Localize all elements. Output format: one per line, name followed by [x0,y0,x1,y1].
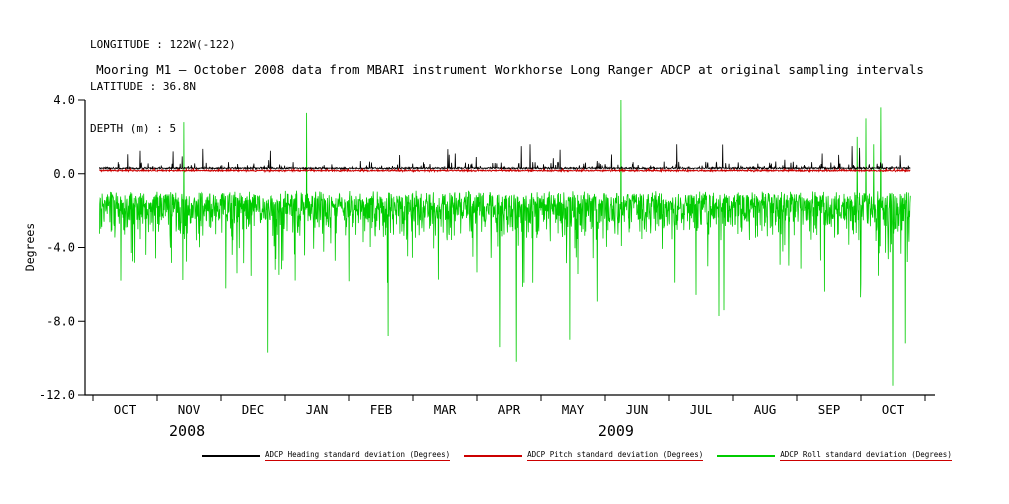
x-month-label: MAR [434,402,457,417]
y-tick-label: -12.0 [39,388,75,402]
legend-item-roll: ADCP Roll standard deviation (Degrees) [717,450,952,461]
axes [84,100,935,396]
x-month-label: OCT [882,402,905,417]
x-year-label: 2008 [169,422,205,440]
roll-line-swatch [717,454,776,457]
y-tick-label: 4.0 [53,93,75,107]
y-tick-label: -8.0 [46,314,75,328]
x-year-label: 2009 [598,422,634,440]
longitude-label: LONGITUDE : 122W(-122) [90,38,236,51]
x-month-label: JUN [626,402,649,417]
heading-line-swatch [202,454,260,457]
y-tick-label: -4.0 [46,241,75,255]
roll-legend-label: ADCP Roll standard deviation (Degrees) [780,450,952,461]
legend-item-pitch: ADCP Pitch standard deviation (Degrees) [464,450,704,461]
pitch-legend-label: ADCP Pitch standard deviation (Degrees) [527,450,704,461]
depth-label: DEPTH (m) : 5 [90,122,177,135]
chart-title: Mooring M1 — October 2008 data from MBAR… [96,62,924,77]
x-month-label: DEC [242,402,265,417]
x-month-label: SEP [818,402,841,417]
roll-series-line [99,99,911,386]
x-month-label: AUG [754,402,777,417]
station-metadata: LONGITUDE : 122W(-122) LATITUDE : 36.8N … [90,10,236,164]
x-month-label: NOV [178,402,201,417]
pitch-line-swatch [464,454,523,457]
chart-legend: ADCP Heading standard deviation (Degrees… [202,450,952,461]
legend-item-heading: ADCP Heading standard deviation (Degrees… [202,450,451,461]
x-month-label: OCT [114,402,137,417]
heading-legend-label: ADCP Heading standard deviation (Degrees… [265,450,451,461]
x-month-label: JAN [306,402,329,417]
x-month-label: FEB [370,402,393,417]
pitch-series-line [99,167,911,174]
x-month-label: JUL [690,402,713,417]
x-month-label: MAY [562,402,585,417]
latitude-label: LATITUDE : 36.8N [90,80,196,93]
x-month-label: APR [498,402,521,417]
y-tick-label: 0.0 [53,167,75,181]
heading-series-line [99,144,911,171]
